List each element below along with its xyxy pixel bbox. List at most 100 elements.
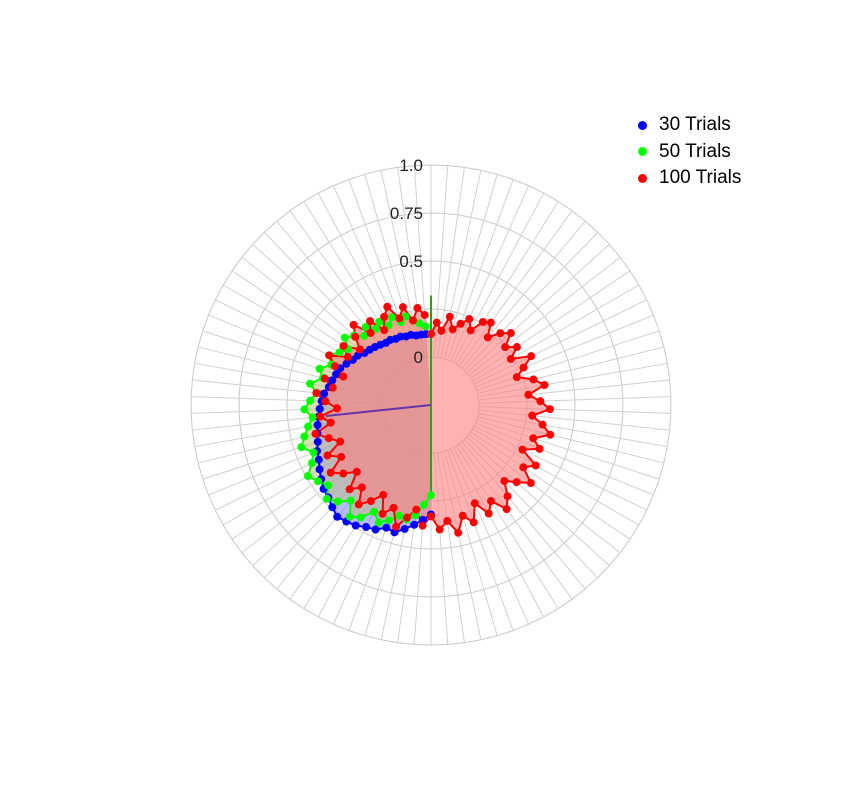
data-point-100-trials: [389, 503, 398, 512]
data-point-50-trials: [421, 322, 430, 331]
data-point-50-trials: [300, 432, 309, 441]
data-point-100-trials: [454, 528, 463, 537]
legend-label: 100 Trials: [659, 167, 742, 189]
data-point-50-trials: [415, 319, 424, 328]
data-point-100-trials: [526, 479, 535, 488]
data-point-30-trials: [382, 523, 391, 532]
data-point-100-trials: [529, 434, 538, 443]
data-point-50-trials: [374, 518, 383, 527]
data-point-100-trials: [395, 314, 404, 323]
data-point-100-trials: [538, 420, 547, 429]
data-point-30-trials: [315, 404, 324, 413]
data-point-100-trials: [323, 451, 332, 460]
data-point-100-trials: [531, 461, 540, 470]
data-point-100-trials: [418, 521, 427, 530]
data-point-100-trials: [366, 497, 375, 506]
data-point-30-trials: [332, 370, 341, 379]
data-point-30-trials: [333, 512, 342, 521]
data-point-100-trials: [325, 351, 334, 360]
data-point-100-trials: [403, 513, 412, 522]
data-point-100-trials: [312, 388, 321, 397]
data-point-100-trials: [435, 525, 444, 534]
data-point-50-trials: [305, 379, 314, 388]
data-point-100-trials: [527, 352, 536, 361]
data-point-50-trials: [360, 331, 369, 340]
data-point-100-trials: [456, 319, 465, 328]
data-point-100-trials: [506, 354, 515, 363]
data-point-100-trials: [320, 374, 329, 383]
legend-item-30-trials: 30 Trials: [636, 112, 741, 139]
data-point-100-trials: [484, 509, 493, 518]
data-point-50-trials: [322, 494, 331, 503]
data-point-50-trials: [300, 405, 309, 414]
data-point-100-trials: [445, 312, 454, 321]
data-point-100-trials: [337, 452, 346, 461]
data-point-100-trials: [332, 404, 341, 413]
data-point-100-trials: [336, 437, 345, 446]
data-point-30-trials: [342, 359, 351, 368]
data-point-100-trials: [379, 490, 388, 499]
grid-spoke: [437, 167, 465, 358]
data-point-100-trials: [545, 405, 554, 414]
data-point-50-trials: [395, 511, 404, 520]
data-point-50-trials: [303, 472, 312, 481]
data-point-50-trials: [387, 313, 396, 322]
data-point-100-trials: [486, 318, 495, 327]
data-point-100-trials: [518, 445, 527, 454]
data-point-100-trials: [398, 303, 407, 312]
series-points: [297, 302, 555, 537]
data-point-100-trials: [380, 312, 389, 321]
legend-item-100-trials: 100 Trials: [636, 165, 741, 192]
legend-dot-icon: [638, 147, 647, 157]
data-point-100-trials: [503, 492, 512, 501]
data-point-100-trials: [501, 343, 510, 352]
data-point-100-trials: [512, 343, 521, 352]
data-point-100-trials: [345, 485, 354, 494]
data-point-100-trials: [321, 397, 330, 406]
data-point-100-trials: [330, 362, 339, 371]
data-point-100-trials: [383, 302, 392, 311]
legend-label: 30 Trials: [659, 114, 731, 136]
data-point-30-trials: [410, 520, 419, 529]
data-point-50-trials: [340, 333, 349, 342]
data-point-50-trials: [345, 512, 354, 521]
data-point-30-trials: [313, 437, 322, 446]
data-point-50-trials: [306, 396, 315, 405]
data-point-100-trials: [466, 326, 475, 335]
data-point-100-trials: [357, 483, 366, 492]
data-point-100-trials: [458, 511, 467, 520]
data-point-50-trials: [297, 443, 306, 452]
data-point-100-trials: [469, 518, 478, 527]
legend-item-50-trials: 50 Trials: [636, 139, 741, 166]
radial-tick-label: 0: [414, 348, 423, 367]
radial-tick-label: 1.0: [399, 156, 423, 175]
radial-tick-label: 0.75: [390, 204, 423, 223]
data-point-50-trials: [370, 507, 379, 516]
data-point-100-trials: [528, 411, 537, 420]
legend-label: 50 Trials: [659, 140, 731, 162]
data-point-100-trials: [366, 328, 375, 337]
data-point-100-trials: [316, 412, 325, 421]
data-point-100-trials: [536, 397, 545, 406]
data-point-50-trials: [309, 448, 318, 457]
data-point-30-trials: [362, 523, 371, 532]
data-point-30-trials: [314, 455, 323, 464]
data-point-100-trials: [432, 318, 441, 327]
data-point-100-trials: [529, 375, 538, 384]
data-point-100-trials: [540, 381, 549, 389]
data-point-100-trials: [380, 326, 389, 335]
data-point-50-trials: [335, 348, 344, 357]
data-point-100-trials: [366, 317, 375, 326]
data-point-50-trials: [420, 500, 429, 509]
data-point-100-trials: [354, 500, 363, 509]
data-point-100-trials: [448, 325, 457, 334]
data-point-100-trials: [339, 469, 348, 478]
data-point-100-trials: [519, 463, 528, 472]
data-point-50-trials: [307, 459, 316, 468]
data-point-100-trials: [519, 363, 528, 372]
data-point-30-trials: [353, 351, 362, 360]
data-point-30-trials: [313, 421, 322, 429]
data-point-100-trials: [506, 329, 515, 338]
data-point-100-trials: [427, 512, 435, 521]
data-point-50-trials: [308, 413, 317, 422]
